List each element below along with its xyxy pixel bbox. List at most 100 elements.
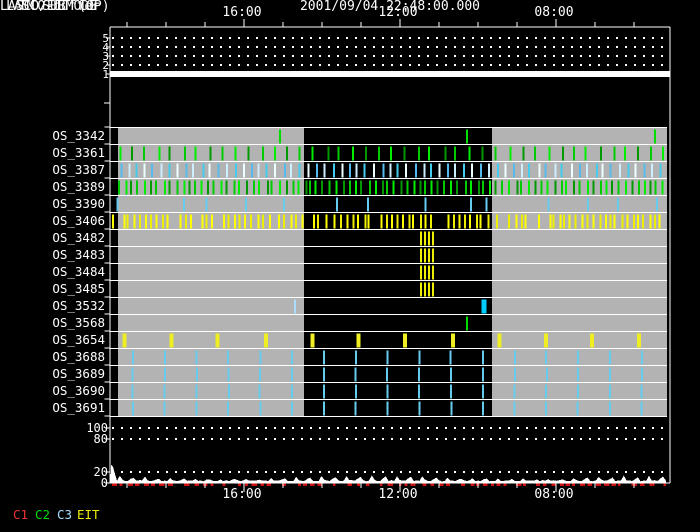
event-tick bbox=[577, 384, 580, 399]
event-tick bbox=[512, 163, 515, 178]
event-tick bbox=[501, 180, 504, 195]
tm-scale-value: 3 bbox=[102, 50, 109, 63]
event-tick bbox=[305, 180, 308, 195]
event-tick bbox=[133, 214, 136, 229]
event-tick bbox=[354, 367, 357, 382]
row-separator-line bbox=[110, 246, 667, 248]
c1-activity-dash bbox=[572, 483, 576, 486]
event-tick bbox=[179, 214, 182, 229]
row-separator-line bbox=[110, 331, 667, 333]
event-tick bbox=[333, 163, 336, 178]
event-tick bbox=[504, 163, 507, 178]
event-tick bbox=[380, 214, 383, 229]
event-tick bbox=[578, 163, 581, 178]
event-tick bbox=[323, 163, 326, 178]
event-tick bbox=[359, 180, 362, 195]
event-tick bbox=[609, 163, 612, 178]
os-row-label: OS_3390 bbox=[52, 196, 105, 211]
event-tick bbox=[373, 163, 376, 178]
c1-activity-dash bbox=[596, 483, 601, 486]
row-separator-line bbox=[110, 297, 667, 299]
event-tick bbox=[656, 197, 659, 212]
event-tick bbox=[220, 180, 223, 195]
row-separator-line bbox=[110, 280, 667, 282]
event-tick bbox=[402, 333, 407, 348]
c1-activity-dash bbox=[222, 483, 226, 486]
event-tick bbox=[295, 214, 298, 229]
event-tick bbox=[396, 163, 399, 178]
event-tick bbox=[322, 367, 325, 382]
event-tick bbox=[444, 146, 447, 161]
event-tick bbox=[244, 197, 247, 212]
event-tick bbox=[183, 146, 186, 161]
event-tick bbox=[515, 214, 518, 229]
event-tick bbox=[428, 146, 431, 161]
event-tick bbox=[432, 231, 434, 246]
event-tick bbox=[257, 214, 260, 229]
event-tick bbox=[128, 163, 131, 178]
buffer-usage-trace bbox=[110, 464, 666, 483]
event-tick bbox=[215, 333, 220, 348]
event-tick bbox=[627, 163, 630, 178]
event-tick bbox=[428, 265, 430, 280]
c1-activity-dash bbox=[357, 483, 360, 486]
event-tick bbox=[540, 180, 543, 195]
event-tick bbox=[414, 163, 417, 178]
event-tick bbox=[145, 214, 148, 229]
event-tick bbox=[382, 163, 385, 178]
event-tick bbox=[487, 163, 490, 178]
os-row-label: OS_3361 bbox=[52, 145, 105, 160]
event-tick bbox=[600, 146, 603, 161]
event-tick bbox=[520, 163, 523, 178]
c1-activity-dash bbox=[379, 483, 383, 486]
event-tick bbox=[611, 180, 614, 195]
event-tick bbox=[247, 146, 250, 161]
c1-activity-dash bbox=[649, 483, 655, 486]
event-tick bbox=[235, 163, 238, 178]
event-tick bbox=[176, 180, 179, 195]
event-tick bbox=[337, 146, 340, 161]
event-tick bbox=[513, 401, 516, 416]
event-tick bbox=[283, 214, 286, 229]
event-tick bbox=[185, 214, 188, 229]
c1-activity-dash bbox=[422, 483, 427, 486]
c1-activity-dash bbox=[260, 483, 264, 486]
event-tick bbox=[419, 180, 422, 195]
c1-activity-dash bbox=[565, 483, 571, 486]
event-tick bbox=[513, 384, 516, 399]
event-tick bbox=[325, 214, 328, 229]
event-tick bbox=[259, 350, 262, 365]
event-tick bbox=[188, 180, 191, 195]
lasco-buffer-label: LASCO-buffer bbox=[6, 0, 100, 14]
event-tick bbox=[481, 299, 487, 314]
c1-activity-dash bbox=[159, 483, 165, 486]
event-tick bbox=[279, 129, 281, 144]
event-tick bbox=[131, 146, 134, 161]
event-tick bbox=[183, 180, 186, 195]
event-tick bbox=[234, 146, 237, 161]
event-tick bbox=[640, 350, 643, 365]
tm-scale-value: 4 bbox=[102, 41, 109, 54]
c1-activity-dash bbox=[302, 483, 307, 486]
event-tick bbox=[476, 214, 479, 229]
event-tick bbox=[316, 163, 319, 178]
event-tick bbox=[649, 146, 652, 161]
event-tick bbox=[322, 401, 325, 416]
event-tick bbox=[125, 180, 128, 195]
event-tick bbox=[446, 163, 449, 178]
event-tick bbox=[291, 384, 294, 399]
c1-activity-dash bbox=[483, 483, 488, 486]
os-row-label: OS_3568 bbox=[52, 315, 105, 330]
row-separator-line bbox=[110, 178, 667, 180]
event-tick bbox=[208, 163, 211, 178]
event-tick bbox=[565, 180, 568, 195]
event-tick bbox=[283, 163, 286, 178]
event-tick bbox=[563, 214, 566, 229]
event-tick bbox=[481, 384, 484, 399]
os-row-label: OS_3689 bbox=[52, 366, 105, 381]
os-row-label: OS_3532 bbox=[52, 298, 105, 313]
event-tick bbox=[200, 180, 203, 195]
event-tick bbox=[327, 146, 330, 161]
tm-scale-value: 5 bbox=[102, 32, 109, 45]
event-tick bbox=[418, 384, 421, 399]
